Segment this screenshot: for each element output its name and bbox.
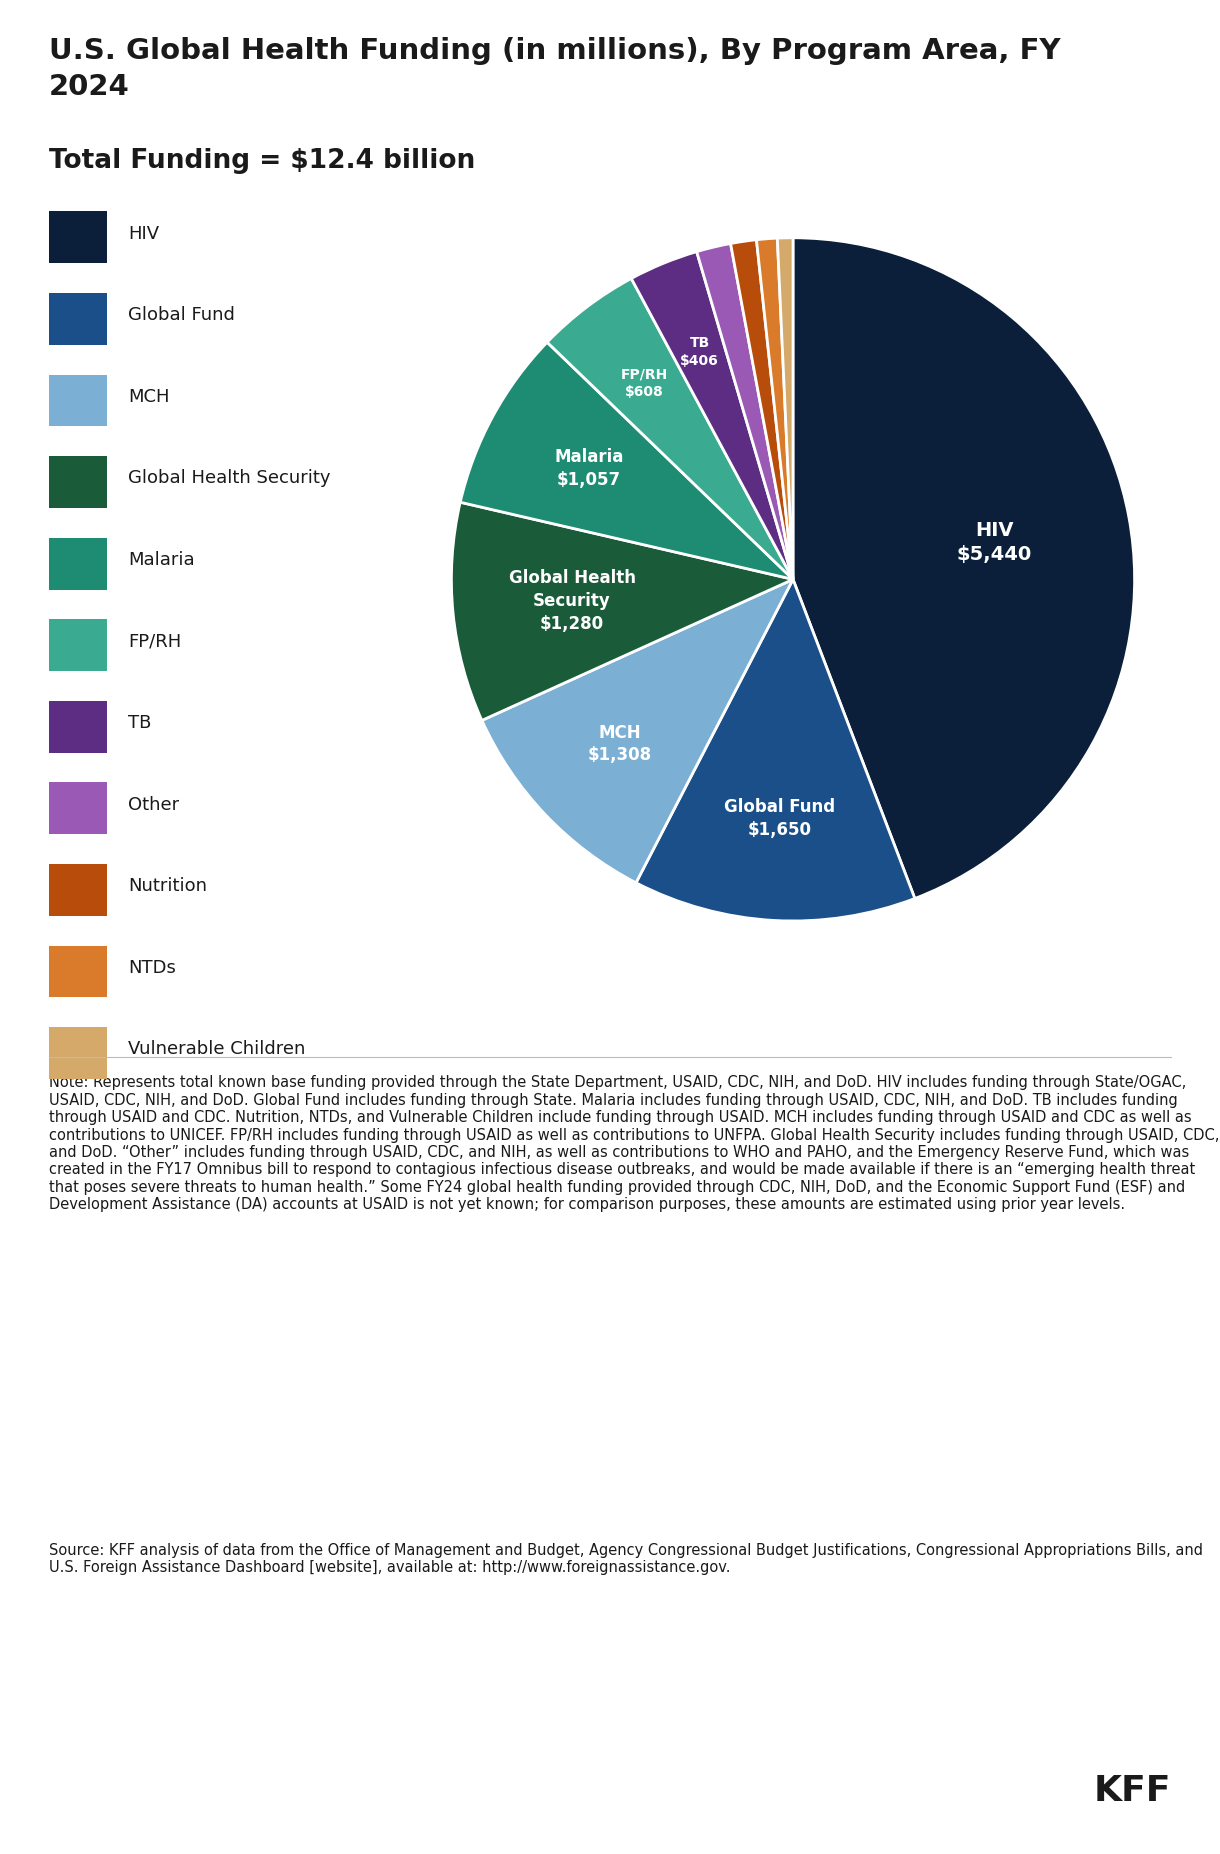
Wedge shape <box>631 252 793 580</box>
Text: Malaria: Malaria <box>128 551 195 569</box>
Text: Global Fund
$1,650: Global Fund $1,650 <box>723 797 834 838</box>
Wedge shape <box>451 502 793 721</box>
Text: TB
$406: TB $406 <box>681 336 719 367</box>
Text: Total Funding = $12.4 billion: Total Funding = $12.4 billion <box>49 148 475 174</box>
Wedge shape <box>547 278 793 580</box>
Wedge shape <box>460 343 793 580</box>
Wedge shape <box>697 243 793 580</box>
Text: KFF: KFF <box>1093 1774 1171 1808</box>
Text: Other: Other <box>128 795 179 814</box>
Text: MCH
$1,308: MCH $1,308 <box>588 723 651 764</box>
Text: NTDs: NTDs <box>128 959 176 977</box>
Text: HIV: HIV <box>128 224 160 243</box>
Text: FP/RH
$608: FP/RH $608 <box>621 367 669 399</box>
Wedge shape <box>756 237 793 580</box>
Text: Source: KFF analysis of data from the Office of Management and Budget, Agency Co: Source: KFF analysis of data from the Of… <box>49 1543 1203 1574</box>
Text: FP/RH: FP/RH <box>128 632 182 651</box>
Text: MCH: MCH <box>128 387 170 406</box>
Text: Malaria
$1,057: Malaria $1,057 <box>554 449 623 489</box>
Text: Global Health Security: Global Health Security <box>128 469 331 488</box>
Text: HIV
$5,440: HIV $5,440 <box>956 521 1032 564</box>
Text: Nutrition: Nutrition <box>128 877 207 895</box>
Text: Note: Represents total known base funding provided through the State Department,: Note: Represents total known base fundin… <box>49 1075 1219 1213</box>
Text: Vulnerable Children: Vulnerable Children <box>128 1040 305 1059</box>
Text: Global Fund: Global Fund <box>128 306 235 324</box>
Wedge shape <box>731 239 793 580</box>
Wedge shape <box>777 237 793 580</box>
Text: Global Health
Security
$1,280: Global Health Security $1,280 <box>509 569 636 634</box>
Wedge shape <box>636 580 915 921</box>
Text: U.S. Global Health Funding (in millions), By Program Area, FY
2024: U.S. Global Health Funding (in millions)… <box>49 37 1060 100</box>
Wedge shape <box>482 580 793 883</box>
Text: TB: TB <box>128 714 151 732</box>
Wedge shape <box>793 237 1135 899</box>
